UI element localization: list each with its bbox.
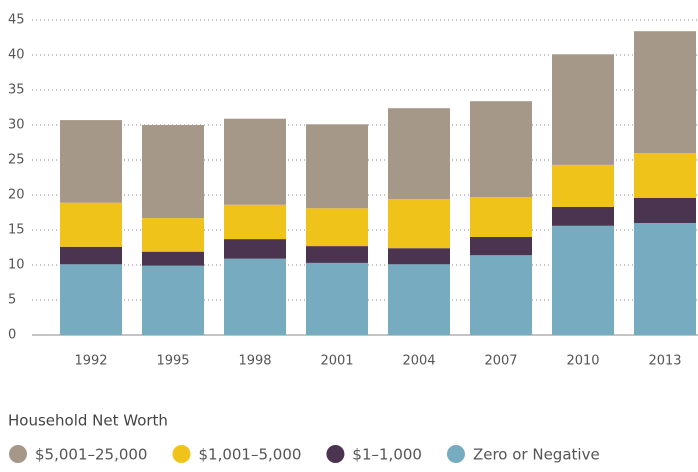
bar-segment: [224, 239, 286, 259]
bar-segment: [306, 246, 368, 263]
y-tick-label: 30: [8, 118, 25, 133]
legend-swatch: [446, 445, 465, 463]
x-tick-label: 2001: [320, 354, 353, 369]
bar-segment: [60, 264, 122, 335]
bar-segment: [306, 262, 368, 335]
legend-title: Household Net Worth: [8, 412, 168, 430]
y-tick-label: 10: [8, 258, 25, 273]
legend-label: Zero or Negative: [473, 446, 600, 464]
bar-segment: [60, 246, 122, 265]
y-tick-label: 35: [8, 83, 25, 98]
x-tick-label: 2007: [484, 354, 517, 369]
bar-segment: [388, 199, 450, 249]
bar-segment: [142, 125, 204, 219]
x-tick-label: 2013: [648, 354, 681, 369]
y-tick-label: 20: [8, 188, 25, 203]
bar-segment: [552, 164, 614, 207]
bar-segment: [388, 264, 450, 335]
bar-segment: [224, 204, 286, 240]
bar-segment: [470, 101, 532, 198]
bar-segment: [224, 258, 286, 335]
legend-swatch: [9, 445, 27, 463]
bar-segment: [388, 248, 450, 265]
legend-label: $1–1,000: [352, 446, 422, 464]
bar-segment: [634, 223, 696, 335]
bar-segment: [552, 225, 614, 335]
bar-segment: [634, 31, 696, 154]
y-tick-label: 15: [8, 223, 25, 238]
legend-label: $1,001–5,000: [198, 446, 301, 464]
y-tick-label: 45: [8, 13, 25, 28]
legend-swatch: [172, 445, 191, 463]
x-tick-label: 2004: [402, 354, 435, 369]
bar-segment: [60, 120, 122, 203]
y-tick-label: 25: [8, 153, 25, 168]
y-tick-label: 5: [8, 293, 16, 308]
bar-segment: [470, 255, 532, 335]
bar-segment: [142, 218, 204, 252]
bar-segment: [224, 118, 286, 205]
bar-segment: [552, 54, 614, 165]
bar-segment: [142, 265, 204, 335]
x-tick-label: 1995: [156, 354, 189, 369]
x-tick-label: 1992: [74, 354, 107, 369]
bar-segment: [388, 108, 450, 200]
bar-segment: [634, 197, 696, 223]
x-tick-label: 1998: [238, 354, 271, 369]
bar-segment: [142, 251, 204, 266]
bar-segment: [306, 208, 368, 247]
bar-segment: [634, 153, 696, 198]
bar-segment: [470, 197, 532, 237]
y-tick-label: 40: [8, 48, 25, 63]
bar-segment: [470, 237, 532, 256]
bar-segment: [306, 124, 368, 209]
legend-swatch: [326, 445, 345, 463]
x-tick-label: 2010: [566, 354, 599, 369]
legend-label: $5,001–25,000: [35, 446, 147, 464]
y-tick-label: 0: [8, 328, 16, 343]
bar-segment: [552, 206, 614, 226]
bar-segment: [60, 202, 122, 247]
